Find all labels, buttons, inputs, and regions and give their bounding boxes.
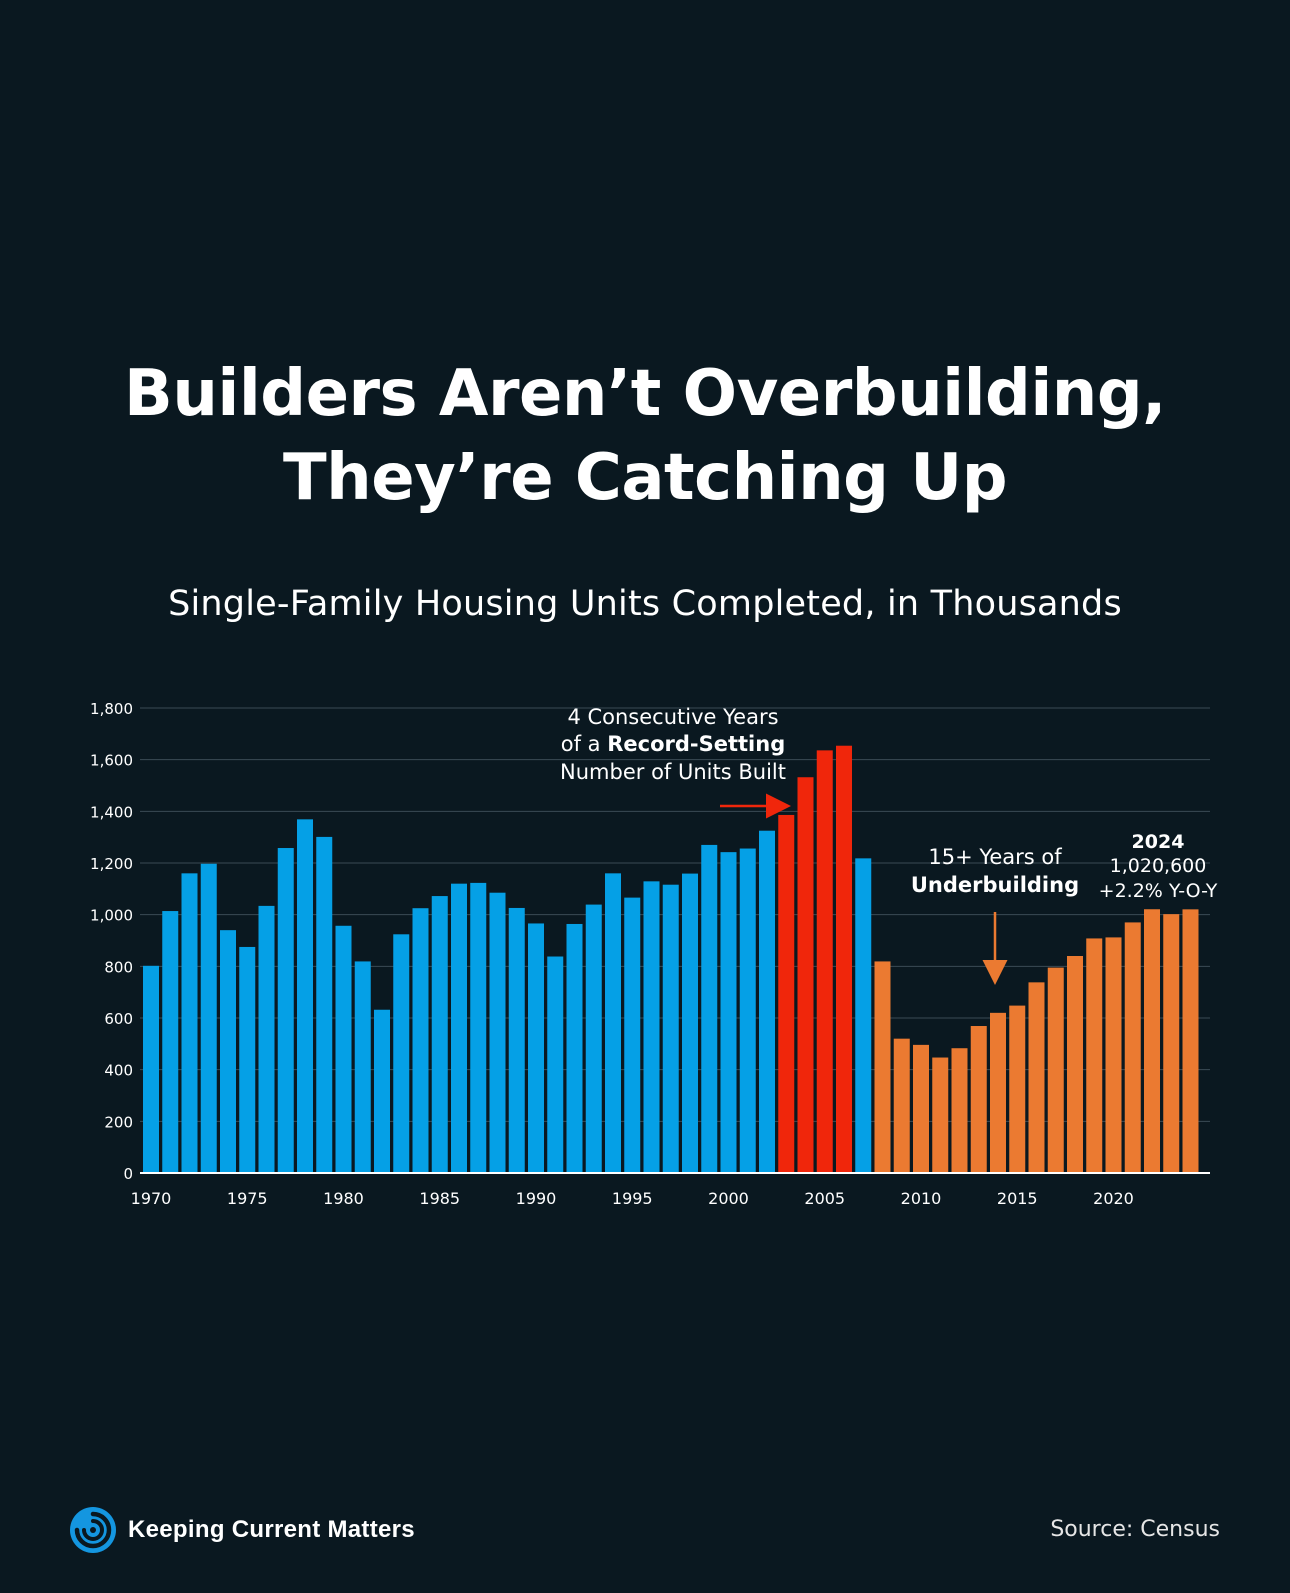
bar-1974: [220, 930, 236, 1173]
bar-2015: [1009, 1005, 1026, 1173]
y-tick-label: 400: [104, 1062, 133, 1080]
bar-1999: [701, 844, 718, 1173]
bar-2001: [739, 848, 756, 1173]
bar-2013: [970, 1026, 987, 1173]
y-tick-label: 1,200: [90, 855, 133, 873]
bars: [143, 745, 1199, 1173]
x-tick-label: 2015: [997, 1189, 1038, 1208]
bar-1976: [258, 905, 275, 1173]
bar-2023: [1163, 914, 1180, 1173]
underbuilding-line-2: Underbuilding: [911, 873, 1079, 897]
x-tick-label: 1990: [516, 1189, 557, 1208]
bar-2019: [1086, 938, 1103, 1173]
bar-1997: [662, 884, 679, 1173]
bar-1996: [643, 881, 660, 1173]
bar-1971: [162, 911, 179, 1173]
record-annotation-line-1: 4 Consecutive Years: [567, 705, 778, 729]
y-tick-label: 0: [123, 1165, 133, 1183]
bar-2008: [874, 961, 891, 1173]
bar-1980: [335, 925, 352, 1173]
latest-value-callout: 2024 1,020,600 +2.2% Y-O-Y: [1099, 831, 1218, 902]
bar-1985: [431, 896, 448, 1173]
bar-1979: [316, 836, 333, 1173]
callout-change: +2.2% Y-O-Y: [1099, 880, 1218, 902]
bar-1992: [566, 923, 583, 1173]
bar-1984: [412, 908, 429, 1173]
underbuilding-line-1: 15+ Years of: [928, 845, 1062, 869]
bar-chart: 0 200 400 600 800 1,000 1,200 1,400 1,600 1,800 1…: [90, 700, 1218, 1208]
bar-2006: [836, 745, 852, 1173]
record-annotation-line-3: Number of Units Built: [560, 760, 786, 784]
bar-1983: [393, 934, 410, 1173]
bar-1970: [143, 965, 159, 1173]
y-tick-label: 1,400: [90, 803, 133, 821]
title-line-1: Builders Aren’t Overbuilding,: [124, 357, 1166, 431]
x-tick-label: 1980: [323, 1189, 364, 1208]
x-tick-label: 2020: [1093, 1189, 1134, 1208]
bar-1972: [181, 873, 198, 1173]
bar-2002: [759, 830, 775, 1173]
bar-1981: [354, 961, 371, 1173]
callout-year: 2024: [1132, 831, 1185, 853]
page-title: Builders Aren’t Overbuilding, They’re Ca…: [0, 352, 1290, 520]
bar-2000: [720, 852, 737, 1173]
x-tick-label: 1985: [419, 1189, 460, 1208]
bar-2011: [932, 1057, 949, 1173]
bar-2014: [990, 1012, 1006, 1173]
bar-2004: [797, 777, 814, 1173]
bar-1994: [605, 873, 621, 1173]
source-note: Source: Census: [1050, 1517, 1220, 1542]
bar-2022: [1144, 909, 1160, 1173]
bar-1993: [585, 904, 602, 1173]
brand-logo: Keeping Current Matters: [68, 1505, 415, 1555]
bar-1973: [200, 863, 217, 1173]
y-tick-label: 200: [104, 1113, 133, 1131]
y-tick-label: 1,000: [90, 907, 133, 925]
bar-1989: [508, 907, 525, 1173]
brand-name: Keeping Current Matters: [128, 1516, 415, 1543]
bar-1982: [374, 1009, 390, 1173]
bar-1995: [624, 897, 641, 1173]
bar-1977: [277, 848, 294, 1173]
bar-1988: [489, 892, 506, 1173]
bar-2005: [816, 750, 833, 1173]
bar-2009: [893, 1038, 910, 1173]
y-tick-label: 800: [104, 958, 133, 976]
y-tick-label: 600: [104, 1010, 133, 1028]
bar-2003: [778, 814, 795, 1173]
bar-1998: [682, 873, 698, 1173]
bar-2016: [1028, 982, 1045, 1173]
bar-1987: [470, 882, 487, 1173]
bar-2012: [951, 1048, 968, 1173]
y-tick-label: 1,800: [90, 700, 133, 718]
bar-2017: [1047, 967, 1064, 1173]
x-tick-label: 1975: [227, 1189, 268, 1208]
x-tick-label: 2000: [708, 1189, 749, 1208]
chart-subtitle: Single-Family Housing Units Completed, i…: [168, 584, 1122, 624]
bar-1990: [528, 923, 544, 1173]
callout-value: 1,020,600: [1110, 855, 1207, 877]
record-annotation-line-2: of a Record-Setting: [561, 732, 786, 756]
bar-2021: [1124, 922, 1141, 1173]
bar-1975: [239, 946, 256, 1173]
bar-2007: [855, 858, 872, 1173]
y-tick-label: 1,600: [90, 752, 133, 770]
swirl-logo-icon: [70, 1507, 116, 1553]
bar-2010: [913, 1044, 929, 1173]
x-tick-label: 2010: [901, 1189, 942, 1208]
record-annotation: 4 Consecutive Years of a Record-Setting …: [560, 705, 786, 784]
bar-1991: [547, 956, 564, 1173]
x-tick-label: 1995: [612, 1189, 653, 1208]
underbuilding-annotation: 15+ Years of Underbuilding: [911, 845, 1079, 897]
bar-2020: [1105, 937, 1122, 1173]
x-axis: 1970 1975 1980 1985 1990 1995 2000 2005 2010 2015…: [131, 1189, 1134, 1208]
bar-2024: [1182, 909, 1199, 1173]
y-axis: 0 200 400 600 800 1,000 1,200 1,400 1,600 1,800: [90, 700, 133, 1183]
x-tick-label: 2005: [804, 1189, 845, 1208]
bar-1986: [451, 883, 467, 1173]
x-tick-label: 1970: [131, 1189, 172, 1208]
bar-2018: [1067, 956, 1083, 1173]
bar-1978: [297, 819, 313, 1173]
title-line-2: They’re Catching Up: [282, 441, 1008, 515]
